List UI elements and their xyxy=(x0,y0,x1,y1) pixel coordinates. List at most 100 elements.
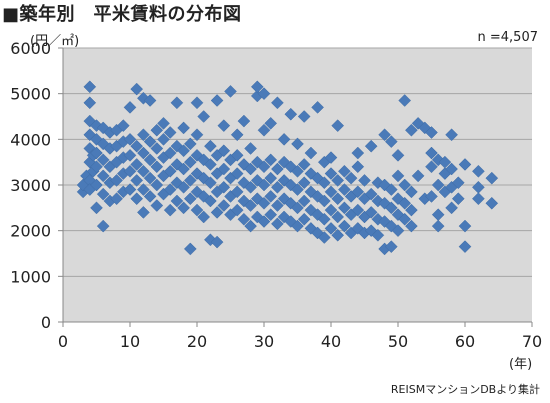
data-point xyxy=(250,155,264,169)
data-point xyxy=(411,169,425,183)
data-point xyxy=(324,151,338,164)
data-point xyxy=(237,114,251,128)
data-point xyxy=(90,178,103,192)
data-point xyxy=(351,160,365,174)
data-point xyxy=(297,194,311,208)
data-point xyxy=(264,116,278,130)
data-point xyxy=(230,128,244,142)
data-point xyxy=(257,215,271,228)
data-point xyxy=(217,199,231,212)
data-point xyxy=(317,212,331,226)
data-point xyxy=(472,164,485,178)
data-point xyxy=(83,128,97,142)
data-point xyxy=(143,190,157,203)
data-point xyxy=(425,146,438,160)
data-point xyxy=(485,171,499,185)
data-point xyxy=(277,155,291,169)
data-point xyxy=(324,222,338,235)
data-point xyxy=(398,94,412,107)
data-point xyxy=(150,160,164,174)
data-point xyxy=(405,123,418,137)
data-point xyxy=(391,169,405,183)
data-point xyxy=(157,132,170,146)
x-tick-label: 30 xyxy=(254,332,274,351)
data-point xyxy=(204,158,217,171)
data-point xyxy=(324,185,338,199)
data-point xyxy=(257,178,271,192)
data-point xyxy=(190,128,204,142)
data-point xyxy=(244,142,257,155)
x-tick-label: 0 xyxy=(58,332,68,351)
data-point xyxy=(123,148,137,162)
data-point xyxy=(123,132,137,146)
source-note: REISMマンションDBより集計 xyxy=(390,383,540,396)
data-point xyxy=(217,144,231,158)
data-point xyxy=(291,183,304,196)
data-point xyxy=(237,176,251,190)
data-point xyxy=(257,87,271,101)
data-point xyxy=(384,135,398,148)
data-point xyxy=(83,96,97,110)
data-point xyxy=(458,240,472,254)
sample-count-label: n =4,507 xyxy=(477,30,538,45)
data-point xyxy=(183,242,197,256)
data-point xyxy=(150,178,164,192)
data-point xyxy=(177,180,190,194)
data-point xyxy=(257,123,271,137)
tick-labels: 0 10 20 30 40 50 60 70 0 1000 2000 3000 4000 5000 6000 xyxy=(10,39,542,351)
y-tick-label: 0 xyxy=(41,313,51,332)
data-point xyxy=(351,203,365,217)
data-point xyxy=(284,107,298,121)
data-point xyxy=(123,164,137,178)
y-tick-label: 6000 xyxy=(10,39,51,58)
data-point xyxy=(90,201,103,215)
data-point xyxy=(264,208,278,222)
data-point xyxy=(364,139,378,153)
data-point xyxy=(271,217,284,231)
data-point xyxy=(271,96,284,110)
data-point xyxy=(183,192,197,206)
data-point xyxy=(177,162,190,176)
data-point xyxy=(96,121,110,135)
data-point xyxy=(96,187,110,201)
data-point xyxy=(244,162,257,176)
data-point xyxy=(204,176,217,190)
data-point xyxy=(96,219,110,233)
data-point xyxy=(445,201,458,215)
data-point xyxy=(304,203,318,217)
data-point xyxy=(143,135,157,148)
data-point xyxy=(183,155,197,169)
data-point xyxy=(264,190,278,203)
data-point xyxy=(130,192,144,206)
data-point xyxy=(405,185,418,199)
data-point xyxy=(197,210,211,224)
data-point xyxy=(170,194,184,208)
data-point xyxy=(237,212,251,226)
data-point xyxy=(250,80,264,94)
data-point xyxy=(338,219,351,233)
data-point xyxy=(324,167,338,180)
data-point xyxy=(130,139,144,153)
data-point xyxy=(331,210,345,224)
data-point xyxy=(230,148,244,162)
data-point xyxy=(123,183,137,196)
data-point xyxy=(338,164,351,178)
data-point xyxy=(425,190,438,203)
data-point xyxy=(311,101,324,114)
data-point xyxy=(331,192,345,206)
data-point xyxy=(344,171,358,185)
data-point xyxy=(398,178,412,192)
data-point xyxy=(378,128,391,142)
data-point xyxy=(311,190,324,203)
data-point xyxy=(291,137,304,151)
data-point xyxy=(150,142,164,155)
data-point xyxy=(210,235,224,249)
data-point xyxy=(217,180,231,194)
chart-title: ■築年別 平米賃料の分布図 xyxy=(2,4,242,25)
data-point xyxy=(90,146,103,160)
data-point xyxy=(170,176,184,190)
data-point xyxy=(431,178,445,192)
data-point xyxy=(230,203,244,217)
data-point xyxy=(364,206,378,219)
